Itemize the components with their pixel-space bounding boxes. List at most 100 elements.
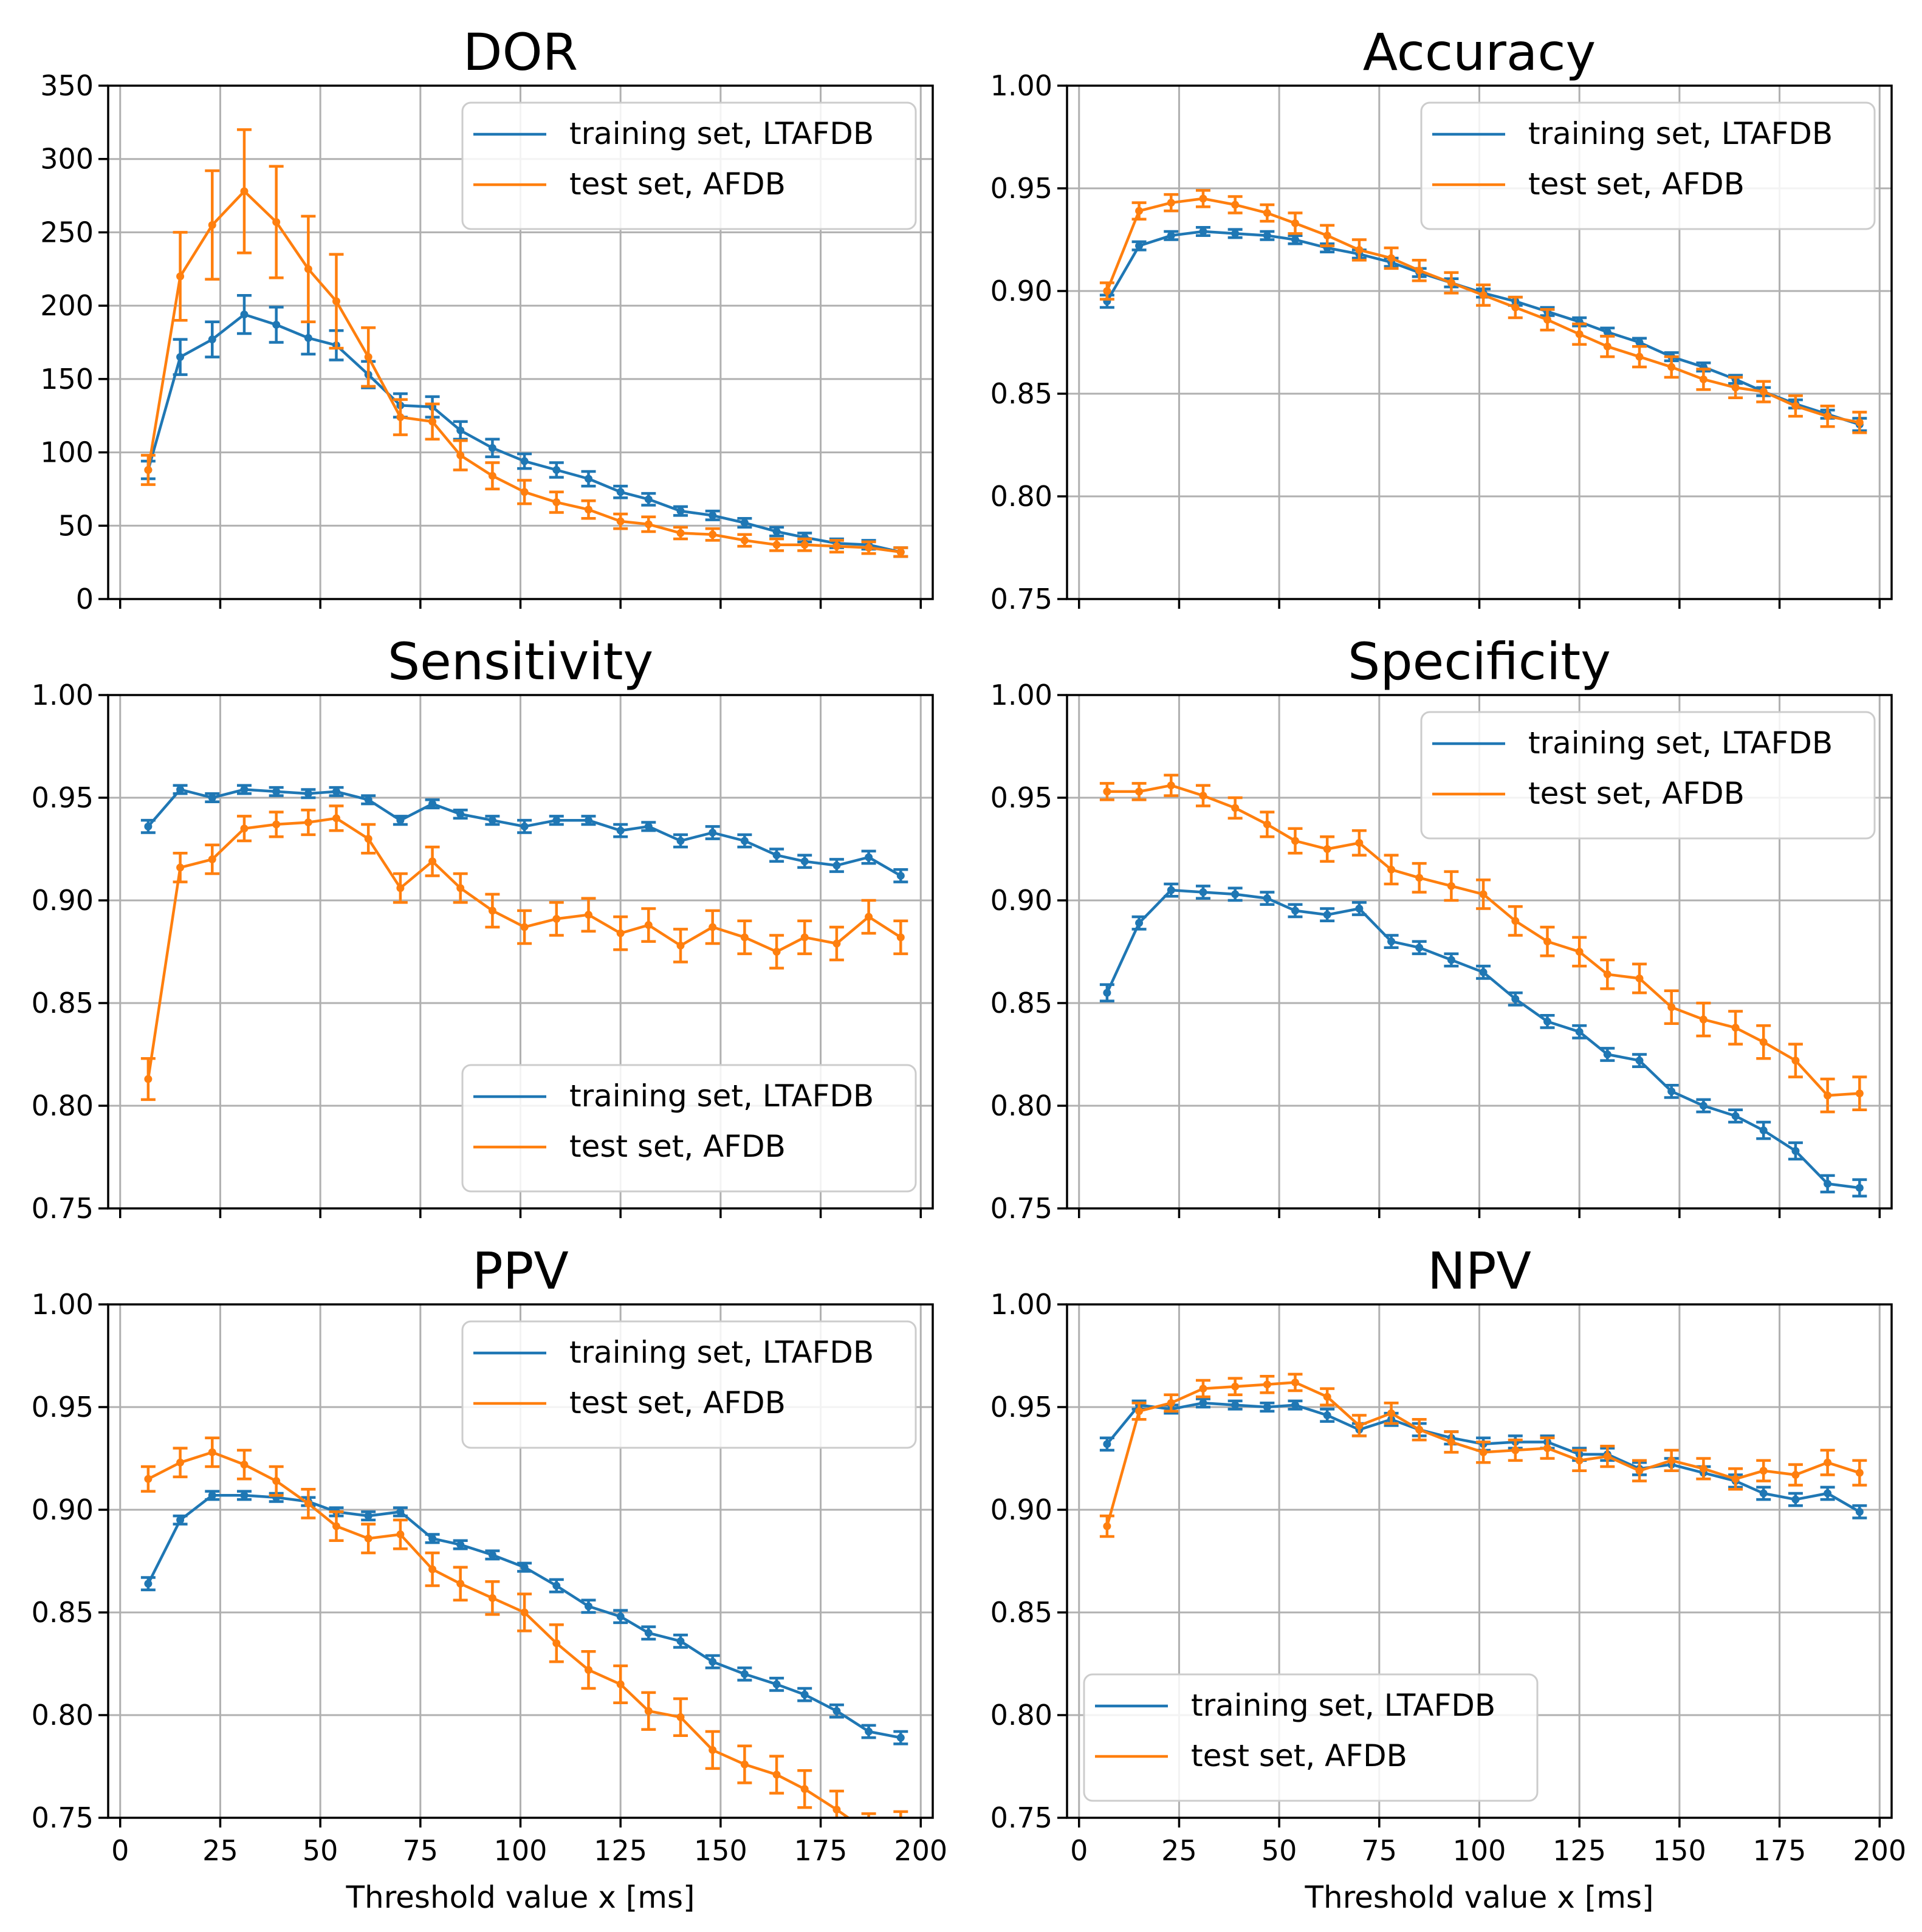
x-tick-label: 200 bbox=[894, 1834, 947, 1867]
chart-title: Specificity bbox=[1348, 632, 1611, 691]
data-point bbox=[1479, 291, 1488, 300]
x-tick-label: 125 bbox=[1553, 1834, 1606, 1867]
data-point bbox=[709, 1657, 717, 1666]
y-tick-label: 0.75 bbox=[990, 583, 1052, 615]
chart-title: PPV bbox=[472, 1241, 569, 1301]
x-tick-label: 50 bbox=[1261, 1834, 1297, 1867]
data-point bbox=[676, 1713, 685, 1721]
data-point bbox=[616, 1612, 625, 1621]
y-tick-label: 50 bbox=[58, 509, 94, 542]
data-point bbox=[240, 1461, 249, 1469]
data-point bbox=[1699, 375, 1707, 383]
data-point bbox=[584, 505, 592, 514]
data-point bbox=[488, 1550, 496, 1559]
data-point bbox=[1291, 1401, 1299, 1410]
data-point bbox=[1291, 837, 1299, 845]
y-tick-label: 0.75 bbox=[990, 1801, 1052, 1834]
data-point bbox=[144, 1475, 153, 1483]
data-point bbox=[1323, 1411, 1331, 1420]
y-tick-label: 0.80 bbox=[990, 1699, 1052, 1732]
legend-label-training: training set, LTAFDB bbox=[569, 1078, 874, 1114]
data-point bbox=[456, 426, 465, 434]
y-tick-label: 0.90 bbox=[990, 1493, 1052, 1526]
data-point bbox=[1135, 1407, 1144, 1416]
data-point bbox=[272, 321, 281, 329]
data-point bbox=[1231, 1401, 1240, 1410]
legend-label-test: test set, AFDB bbox=[569, 1385, 786, 1420]
y-tick-label: 0.85 bbox=[32, 1596, 94, 1629]
data-point bbox=[1759, 1038, 1768, 1046]
y-tick-label: 0.75 bbox=[990, 1192, 1052, 1225]
data-point bbox=[709, 530, 717, 539]
data-point bbox=[1199, 1399, 1207, 1407]
data-point bbox=[1511, 995, 1520, 1003]
data-point bbox=[1667, 1087, 1676, 1095]
y-tick-label: 0.95 bbox=[990, 781, 1052, 814]
data-point bbox=[1543, 1444, 1551, 1453]
data-point bbox=[616, 488, 625, 496]
data-point bbox=[1167, 231, 1175, 240]
data-point bbox=[1543, 1017, 1551, 1026]
data-point bbox=[644, 495, 653, 504]
x-tick-label: 25 bbox=[1161, 1834, 1197, 1867]
chart-title: Accuracy bbox=[1363, 22, 1596, 82]
data-point bbox=[208, 855, 216, 863]
x-axis bbox=[119, 1208, 922, 1218]
data-point bbox=[1199, 792, 1207, 800]
data-point bbox=[176, 1458, 185, 1467]
data-point bbox=[1415, 1425, 1424, 1434]
chart-title: Sensitivity bbox=[388, 632, 653, 691]
y-tick-label: 300 bbox=[40, 143, 94, 176]
x-tick-label: 75 bbox=[1362, 1834, 1398, 1867]
data-point bbox=[1447, 1437, 1455, 1446]
legend-label-test: test set, AFDB bbox=[569, 166, 786, 202]
data-point bbox=[616, 1680, 625, 1688]
panel-specificity: 0.75 0.80 0.85 0.90 0.95 1.00 Specificity train… bbox=[990, 632, 1893, 1225]
data-point bbox=[644, 1629, 653, 1637]
data-point bbox=[1824, 1179, 1832, 1188]
data-point bbox=[1323, 845, 1331, 853]
y-tick-label: 150 bbox=[40, 363, 94, 396]
data-point bbox=[1635, 352, 1644, 361]
series-test bbox=[1099, 773, 1867, 1114]
data-point bbox=[1103, 1522, 1111, 1530]
data-point bbox=[709, 511, 717, 519]
data-point bbox=[709, 1745, 717, 1754]
y-tick-label: 0 bbox=[76, 583, 94, 615]
data-point bbox=[1855, 1507, 1864, 1516]
data-point bbox=[552, 1581, 561, 1590]
data-point bbox=[1759, 1467, 1768, 1475]
data-point bbox=[1231, 229, 1240, 238]
chart-title: DOR bbox=[463, 22, 578, 82]
series-test bbox=[1099, 189, 1867, 434]
plot-area bbox=[1099, 773, 1867, 1197]
y-tick-label: 0.80 bbox=[32, 1699, 94, 1732]
data-point bbox=[428, 1565, 437, 1574]
data-point bbox=[176, 785, 185, 793]
x-axis bbox=[1078, 1208, 1881, 1218]
data-point bbox=[1635, 974, 1644, 982]
data-point bbox=[896, 1733, 905, 1742]
data-point bbox=[1575, 330, 1584, 338]
data-point bbox=[1447, 278, 1455, 287]
data-point bbox=[1387, 1409, 1396, 1417]
x-tick-label: 175 bbox=[1753, 1834, 1807, 1867]
data-point bbox=[1479, 890, 1488, 899]
x-axis: 0 25 50 75 100 125 150 175 200 bbox=[1070, 1818, 1906, 1867]
data-point bbox=[1855, 1089, 1864, 1098]
data-point bbox=[364, 1512, 372, 1520]
data-point bbox=[364, 1534, 372, 1543]
data-point bbox=[144, 822, 153, 831]
data-point bbox=[208, 1448, 216, 1456]
data-point bbox=[1323, 1392, 1331, 1401]
data-point bbox=[832, 1805, 841, 1814]
data-point bbox=[1199, 194, 1207, 203]
legend-label-training: training set, LTAFDB bbox=[569, 116, 874, 151]
data-point bbox=[1635, 1467, 1644, 1475]
data-point bbox=[272, 787, 281, 796]
y-tick-label: 0.95 bbox=[32, 1391, 94, 1423]
data-point bbox=[1824, 412, 1832, 420]
data-point bbox=[1824, 1091, 1832, 1100]
y-tick-label: 1.00 bbox=[990, 679, 1052, 711]
data-point bbox=[1323, 231, 1331, 240]
